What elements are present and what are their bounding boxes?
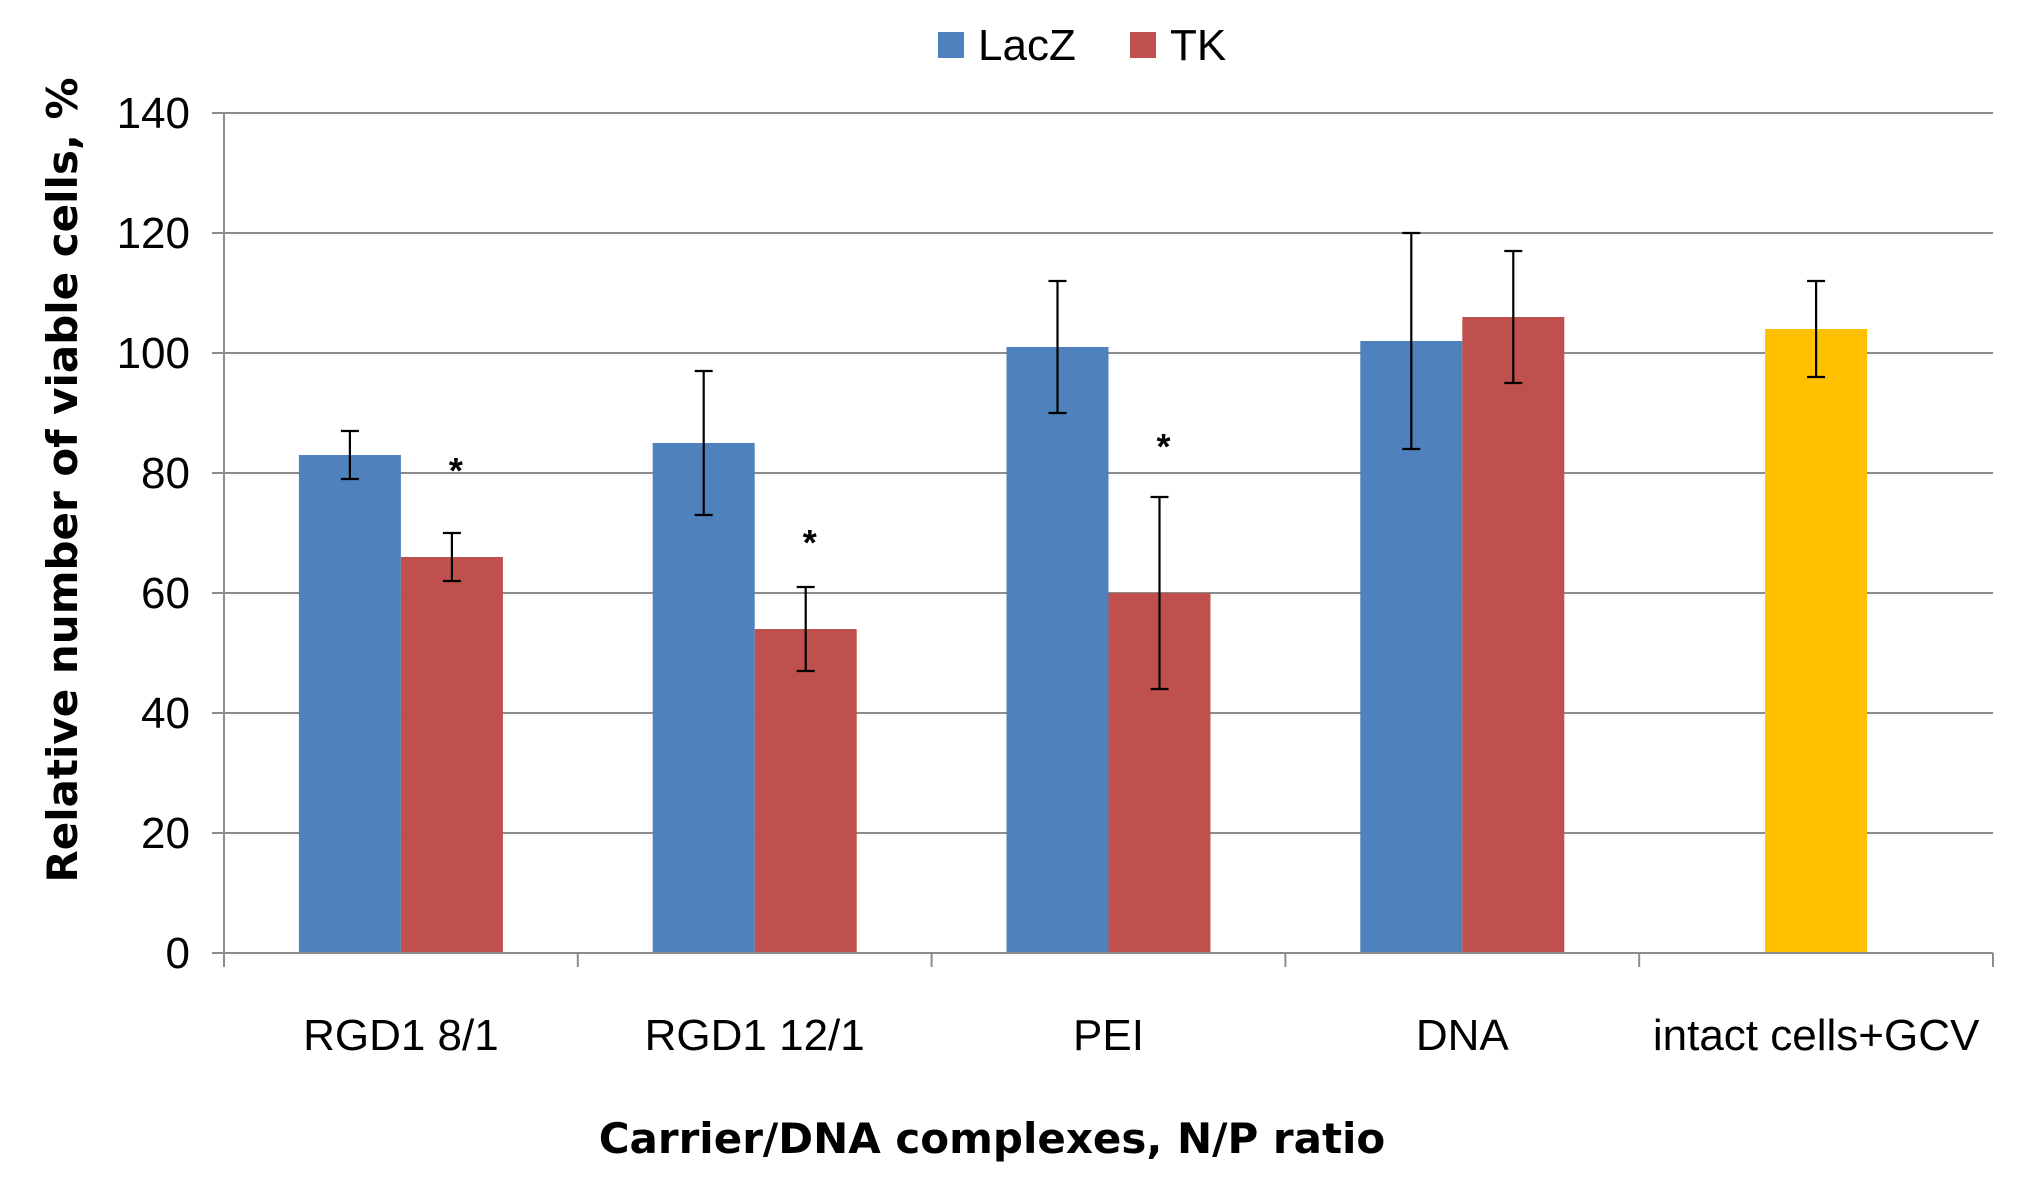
y-tick-label: 120 [117, 209, 190, 258]
x-category-label: RGD1 8/1 [303, 1011, 499, 1060]
y-tick-label: 20 [141, 809, 190, 858]
axes [223, 113, 1994, 967]
bar-lacz [1006, 347, 1109, 953]
x-category-label: RGD1 12/1 [645, 1011, 865, 1060]
x-category-label: DNA [1416, 1011, 1510, 1060]
y-tick-label: 60 [141, 569, 190, 618]
y-tick-label: 100 [117, 329, 190, 378]
y-tick-label: 0 [166, 929, 190, 978]
significance-asterisk: * [803, 522, 817, 563]
error-bars [340, 231, 1826, 691]
y-tick-label: 40 [141, 689, 190, 738]
legend: LacZ TK [938, 21, 1226, 70]
x-category-label: PEI [1073, 1011, 1144, 1060]
legend-label: LacZ [978, 21, 1076, 70]
x-axis-title: Carrier/DNA complexes, N/P ratio [599, 1114, 1386, 1163]
legend-label: TK [1170, 21, 1226, 70]
x-category-label: intact cells+GCV [1653, 1011, 1980, 1060]
significance-asterisk: * [1156, 426, 1170, 467]
bar-lacz [298, 455, 401, 953]
x-category-labels: RGD1 8/1 RGD1 12/1 PEI DNA intact cells+GCV [303, 1011, 1980, 1060]
bar-tk [400, 557, 503, 953]
annotations: * * * [449, 426, 1171, 563]
bars [298, 317, 1868, 953]
significance-asterisk: * [449, 450, 463, 491]
y-tick-label: 140 [117, 89, 190, 138]
y-tick-labels: 0 20 40 60 80 100 120 140 [117, 89, 190, 978]
y-axis-title: Relative number of viable cells, % [38, 77, 87, 882]
bar-tk [1462, 317, 1565, 953]
bar-lacz [652, 443, 755, 953]
legend-swatch [938, 32, 964, 58]
legend-swatch [1130, 32, 1156, 58]
bar-tk [754, 629, 857, 953]
y-tick-label: 80 [141, 449, 190, 498]
bar-intact-cells-gcv [1765, 329, 1868, 953]
